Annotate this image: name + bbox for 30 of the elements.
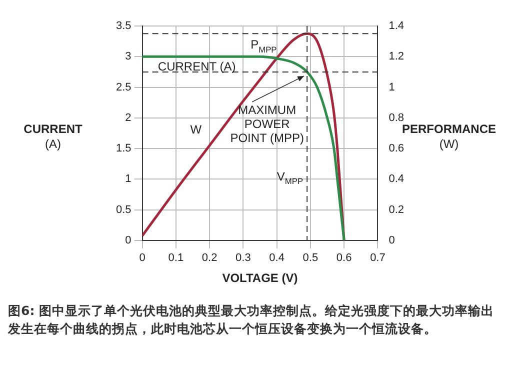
x-tick-label: 0.4 <box>269 252 284 264</box>
y-tick-label: 2 <box>125 112 132 124</box>
x-tick-label: 0.6 <box>336 252 352 264</box>
y2-tick-label: 0.4 <box>388 173 404 186</box>
x-tick-label: 0.2 <box>202 252 218 264</box>
y-tick-label: 3.5 <box>116 20 132 32</box>
x-tick-label: 0.1 <box>168 252 184 264</box>
x-tick-label: 0.3 <box>236 252 251 264</box>
x-tick-label: 0.7 <box>370 252 386 264</box>
y-tick-label: 1 <box>125 173 132 186</box>
annotation: MAXIMUM POWER POINT (MPP) <box>230 102 304 145</box>
y-tick-label: 2.5 <box>116 81 132 94</box>
y-tick-label: 0.5 <box>116 204 132 216</box>
y-tick-label: 1.5 <box>116 142 132 155</box>
y2-tick-label: 1 <box>388 81 395 94</box>
y-axis-title: CURRENT (A) <box>24 122 83 152</box>
series-label: W <box>190 122 202 136</box>
series-label: CURRENT (A) <box>158 60 236 74</box>
y2-tick-label: 0.6 <box>388 142 404 155</box>
y-tick-label: 3 <box>125 50 132 63</box>
x-tick-label: 0.5 <box>302 252 318 264</box>
x-axis-title: VOLTAGE (V) <box>222 271 298 286</box>
caption: 图6: 图中显示了单个光伏电池的典型最大功率控制点。给定光强度下的最大功率输出发生在每个曲线的拐点，此时电池芯从一个恒压设备变换为一个恒流设备。 <box>8 302 496 338</box>
y2-tick-label: 1.4 <box>388 20 404 32</box>
y2-tick-label: 0.2 <box>388 204 404 216</box>
y-tick-label: 0 <box>125 234 132 246</box>
x-tick-label: 0 <box>139 252 146 264</box>
y2-tick-label: 0.8 <box>388 112 404 124</box>
y2-tick-label: 0 <box>388 234 395 246</box>
y2-tick-label: 1.2 <box>388 50 404 63</box>
